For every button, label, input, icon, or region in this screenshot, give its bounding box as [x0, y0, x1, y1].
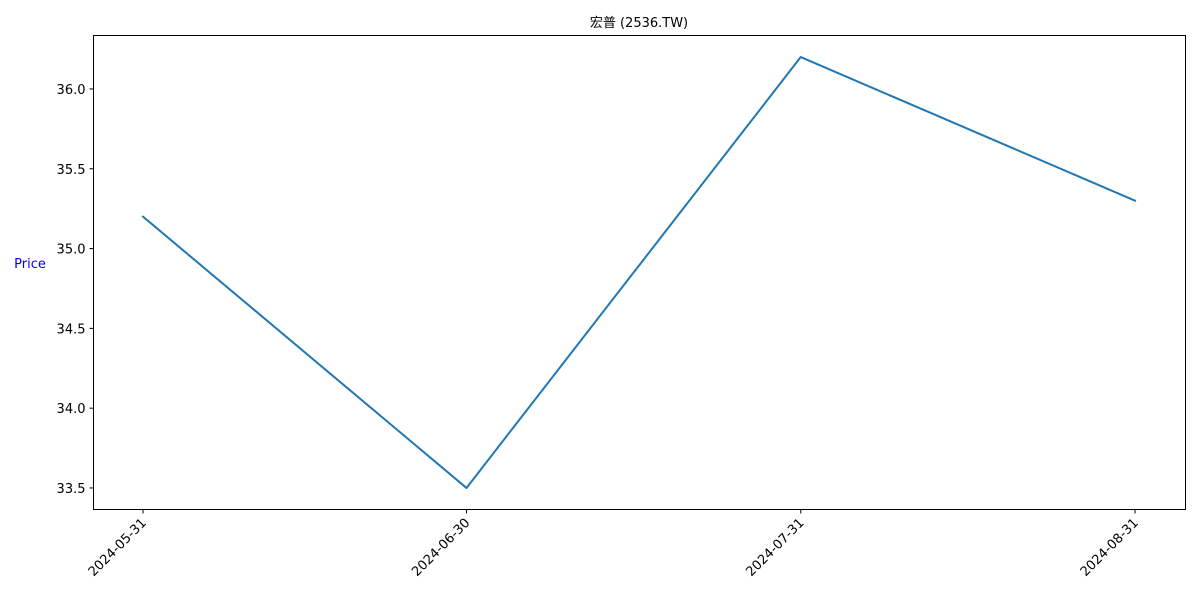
y-axis-ticks: 33.5 34.0 34.5 35.0 35.5 36.0: [57, 83, 94, 497]
y-tick-label: 35.5: [57, 163, 86, 178]
y-tick-label: 35.0: [57, 243, 86, 258]
y-tick-label: 34.5: [57, 322, 86, 337]
y-tick-label: 36.0: [57, 83, 86, 98]
series-layer: [141, 56, 1137, 489]
chart-title: 宏普 (2536.TW): [590, 16, 688, 31]
series-line: [141, 56, 1137, 489]
plot-area-frame: [93, 35, 1186, 510]
y-tick-label: 34.0: [57, 402, 86, 417]
y-axis-label: Price: [14, 257, 46, 272]
y-tick-label: 33.5: [57, 482, 86, 497]
